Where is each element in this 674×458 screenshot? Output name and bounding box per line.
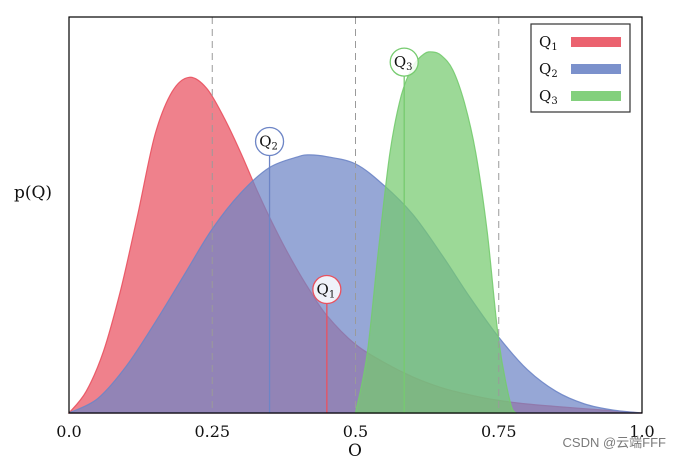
legend-swatch-2 [571,64,621,74]
marker-1: Q1 [312,274,342,413]
x-tick-label-5: 1.0 [629,422,654,441]
legend-swatch-1 [571,37,621,47]
series-area-3 [354,51,517,414]
x-tick-label-1: 0.0 [56,422,81,441]
marker-2: Q2 [254,126,285,413]
plot-frame [68,16,643,414]
x-tick-label-3: 0.5 [343,422,368,441]
marker-circle-1 [312,274,342,305]
x-tick-label-4: 0.75 [481,422,517,441]
legend-swatch-3 [571,91,621,101]
x-tick-labels: 0.0 0.25 0.5 0.75 1.0 [56,422,654,441]
watermark: CSDN @云端FFF [563,435,667,450]
marker-3: Q3 [389,47,419,413]
reference-lines [211,17,500,413]
x-tick-label-2: 0.25 [194,422,230,441]
marker-circle-3 [389,47,419,77]
y-axis-label: p(Q) [14,183,52,203]
x-axis-label: O [348,441,362,458]
marker-circle-2 [254,126,285,157]
